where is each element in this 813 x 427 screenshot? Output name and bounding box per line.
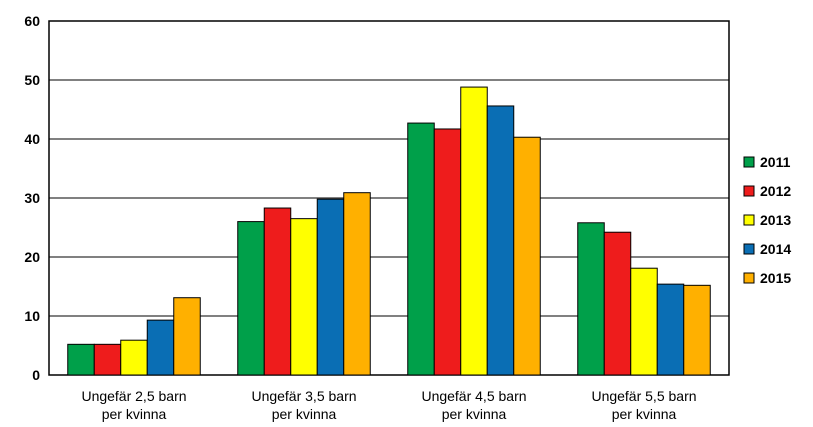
y-tick-label: 50: [24, 72, 40, 88]
bar-2012-3: [433, 128, 462, 376]
bar-2011-4: [577, 222, 605, 376]
bar-2011-1: [67, 343, 95, 376]
bar-2015-1: [173, 297, 201, 376]
bar-2011-2: [237, 221, 265, 376]
legend-label-2014: 2014: [760, 241, 791, 257]
bar-2015-3: [513, 136, 541, 376]
y-tick-label: 0: [32, 367, 40, 383]
bar-2014-2: [316, 198, 345, 376]
y-tick-label: 20: [24, 249, 40, 265]
legend-swatch-2013: [743, 214, 755, 226]
bar-2014-3: [486, 105, 515, 376]
x-category-label: Ungefär 2,5 barn: [81, 388, 186, 404]
y-axis-tick-labels: 0 10 20 30 40 50 60: [24, 13, 40, 383]
bar-2015-2: [343, 192, 371, 376]
x-category-label: Ungefär 5,5 barn: [591, 388, 696, 404]
bar-2013-2: [290, 218, 318, 376]
legend-swatch-2015: [743, 272, 755, 284]
bar-2012-4: [603, 231, 632, 376]
bar-2014-1: [146, 319, 175, 376]
legend-swatch-2011: [743, 156, 755, 168]
y-tick-label: 60: [24, 13, 40, 29]
x-category-label: Ungefär 3,5 barn: [251, 388, 356, 404]
legend: 2011 2012 2013 2014 2015: [743, 154, 791, 286]
bar-2014-4: [656, 283, 685, 376]
legend-label-2013: 2013: [760, 212, 791, 228]
legend-label-2015: 2015: [760, 270, 791, 286]
x-category-label: Ungefär 4,5 barn: [421, 388, 526, 404]
y-tick-label: 40: [24, 131, 40, 147]
y-tick-label: 30: [24, 190, 40, 206]
bar-2013-1: [120, 339, 148, 376]
legend-swatch-2012: [743, 185, 755, 197]
bar-2011-3: [407, 122, 435, 376]
y-tick-label: 10: [24, 308, 40, 324]
x-category-label: per kvinna: [442, 406, 507, 422]
bar-2013-4: [630, 267, 658, 376]
x-category-label: per kvinna: [102, 406, 167, 422]
bar-2012-2: [263, 207, 292, 376]
x-category-label: per kvinna: [272, 406, 337, 422]
bar-2012-1: [93, 343, 122, 376]
bar-2015-4: [683, 284, 711, 376]
legend-swatch-2014: [743, 243, 755, 255]
x-axis-category-labels: Ungefär 2,5 barn per kvinna Ungefär 3,5 ba…: [81, 388, 696, 422]
bar-series: [67, 86, 711, 376]
x-category-label: per kvinna: [612, 406, 677, 422]
legend-label-2011: 2011: [760, 154, 791, 170]
legend-label-2012: 2012: [760, 183, 791, 199]
bar-2013-3: [460, 86, 488, 376]
